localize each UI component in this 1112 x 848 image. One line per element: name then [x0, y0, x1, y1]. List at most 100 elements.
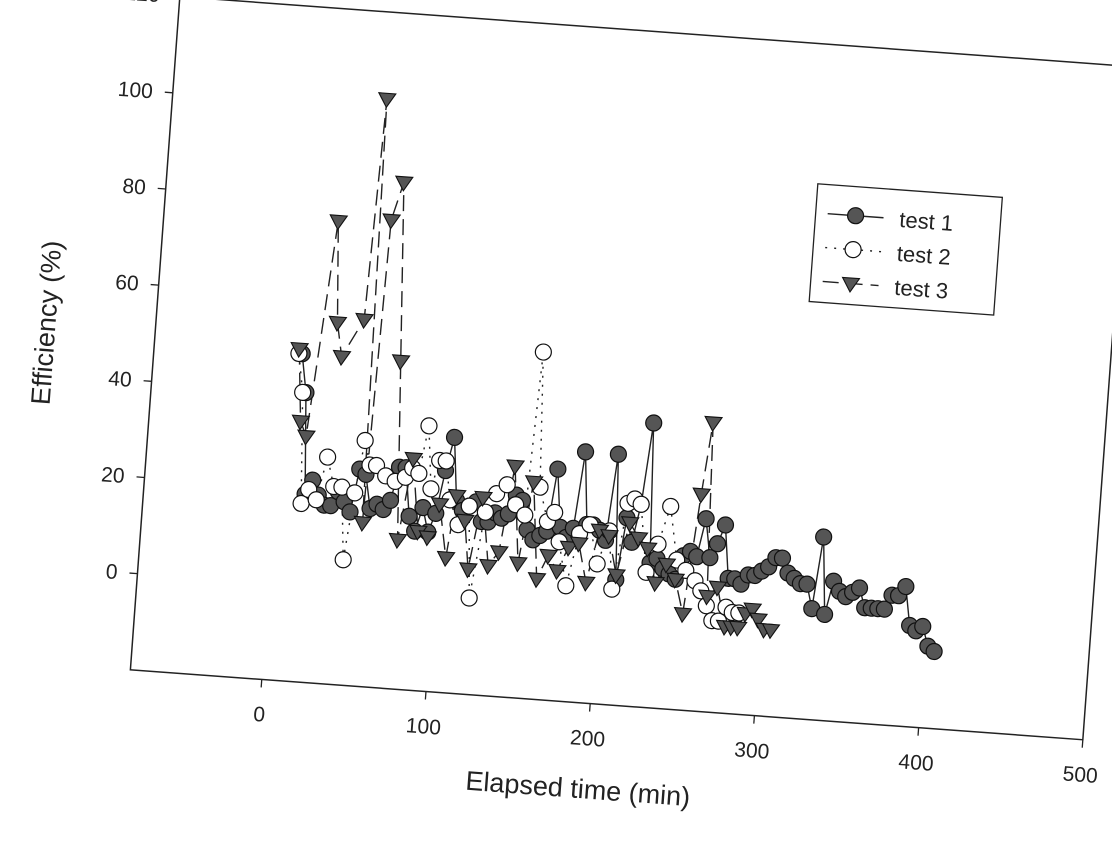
data-point-test-2 — [307, 491, 325, 509]
data-point-test-3 — [749, 612, 769, 629]
y-tick-label: 0 — [105, 560, 118, 584]
data-point-test-2 — [632, 495, 650, 513]
data-point-test-3 — [646, 575, 666, 593]
data-point-test-3 — [704, 415, 724, 433]
data-point-test-1 — [875, 600, 893, 618]
data-point-test-3 — [600, 529, 620, 546]
data-point-test-3 — [657, 557, 677, 574]
data-point-test-2 — [603, 580, 621, 598]
data-point-test-1 — [708, 535, 727, 553]
data-point-test-3 — [329, 214, 349, 231]
x-tick — [424, 691, 427, 700]
x-tick — [260, 679, 263, 688]
data-point-test-3 — [743, 602, 763, 619]
x-tick — [917, 727, 920, 736]
data-point-test-3 — [297, 429, 316, 446]
data-point-test-1 — [400, 507, 418, 525]
y-axis-title: Efficiency (%) — [26, 240, 68, 406]
data-point-test-3 — [291, 414, 311, 431]
data-point-test-3 — [404, 451, 424, 469]
y-tick — [164, 91, 173, 94]
x-tick — [1081, 739, 1084, 748]
data-point-test-3 — [569, 536, 589, 553]
axis-ticks: 0 100 200 300 400 500 0 20 40 60 80 100 120 — [100, 0, 1099, 788]
data-point-test-1 — [850, 579, 869, 597]
data-point-test-1 — [609, 445, 628, 463]
data-point-test-3 — [474, 490, 494, 508]
series-line-test-2 — [298, 352, 739, 622]
legend-label-test-2: test 2 — [896, 241, 951, 270]
plot-frame — [129, 0, 1112, 741]
y-tick-label: 20 — [100, 463, 125, 488]
data-point-test-3 — [638, 541, 658, 558]
data-point-test-3 — [489, 545, 509, 562]
data-point-test-1 — [773, 549, 792, 567]
data-point-test-2 — [420, 417, 438, 435]
data-point-test-3 — [418, 530, 438, 547]
x-axis-title: Elapsed time (min) — [465, 766, 692, 812]
data-point-test-2 — [319, 448, 337, 466]
data-point-test-3 — [290, 341, 310, 359]
data-point-test-2 — [460, 589, 478, 607]
data-point-test-3 — [666, 572, 686, 589]
x-tick-label: 200 — [569, 726, 606, 752]
data-point-test-3 — [391, 354, 411, 371]
x-tick-label: 300 — [733, 738, 770, 764]
y-tick — [157, 187, 166, 190]
legend-label-test-1: test 1 — [899, 207, 954, 236]
series-lines — [298, 98, 935, 653]
data-point-test-2 — [346, 484, 364, 502]
data-point-test-3 — [559, 540, 579, 557]
data-point-test-2 — [334, 551, 352, 569]
data-point-test-3 — [607, 568, 627, 585]
data-point-test-3 — [447, 488, 467, 506]
data-point-test-2 — [662, 497, 680, 516]
data-point-test-1 — [897, 577, 915, 596]
y-tick-label: 60 — [115, 271, 140, 296]
y-tick-label: 40 — [107, 367, 132, 392]
data-point-test-1 — [381, 491, 400, 509]
data-point-test-3 — [430, 497, 450, 514]
data-point-test-1 — [815, 528, 833, 546]
data-point-test-3 — [332, 349, 352, 367]
data-point-test-1 — [815, 605, 834, 624]
data-point-test-2 — [410, 464, 428, 483]
data-point-test-3 — [353, 515, 373, 533]
x-tick-label: 500 — [1062, 762, 1099, 788]
data-point-test-3 — [458, 562, 478, 579]
data-point-test-3 — [355, 312, 375, 330]
data-point-test-3 — [527, 572, 547, 589]
y-tick-label: 80 — [122, 175, 147, 200]
data-point-test-2 — [588, 555, 606, 573]
x-tick-label: 100 — [405, 714, 442, 740]
data-point-test-3 — [508, 556, 528, 573]
data-point-test-3 — [388, 532, 408, 550]
data-point-test-1 — [914, 617, 932, 636]
series-markers — [290, 92, 943, 661]
data-point-test-3 — [455, 513, 475, 530]
x-tick-label: 400 — [898, 750, 935, 776]
data-point-test-3 — [692, 487, 712, 504]
data-point-test-3 — [620, 516, 640, 533]
data-point-test-3 — [382, 213, 402, 230]
data-point-test-2 — [422, 480, 440, 498]
data-point-test-3 — [328, 315, 348, 332]
data-point-test-2 — [356, 431, 374, 450]
data-point-test-3 — [377, 92, 397, 109]
data-point-test-2 — [294, 383, 312, 401]
data-point-test-3 — [436, 550, 456, 568]
legend-marker-test-1 — [846, 207, 865, 225]
data-point-test-3 — [629, 531, 649, 548]
data-point-test-3 — [394, 175, 414, 192]
data-point-test-2 — [460, 497, 478, 515]
data-point-test-3 — [479, 558, 498, 576]
legend-marker-test-2 — [844, 241, 862, 259]
data-point-test-3 — [761, 623, 781, 640]
data-point-test-2 — [534, 343, 552, 361]
data-point-test-2 — [498, 476, 516, 494]
data-point-test-3 — [698, 589, 717, 606]
data-point-test-1 — [798, 575, 816, 593]
data-point-test-2 — [437, 452, 455, 470]
data-point-test-3 — [539, 548, 559, 566]
